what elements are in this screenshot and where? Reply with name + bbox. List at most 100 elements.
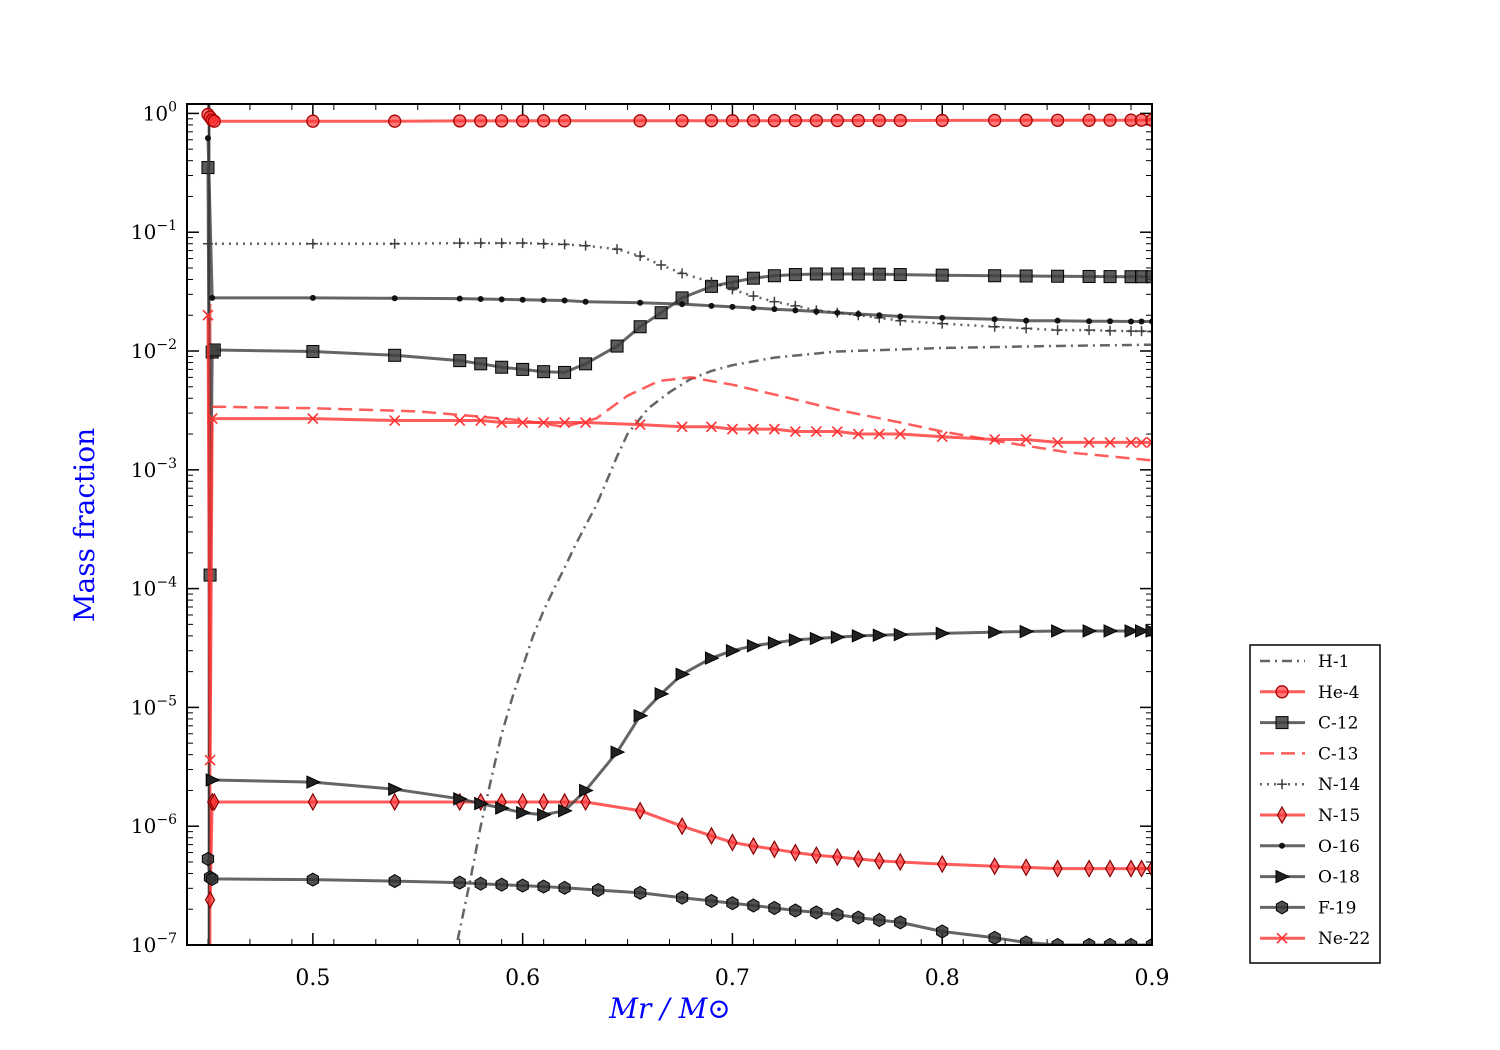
marker-o-16 [792, 307, 799, 314]
marker-n-14 [517, 238, 528, 249]
marker-ne-22-b [1020, 433, 1032, 446]
legend-item-n-14: N-14 [1260, 775, 1360, 795]
marker-ne-22-b [475, 414, 487, 427]
marker-ne-22 [810, 425, 822, 438]
legend-item-c-12: C-12 [1260, 714, 1358, 734]
marker-n-15 [811, 845, 822, 865]
x-tick-label: 0.8 [925, 966, 960, 991]
legend-label: C-12 [1318, 714, 1358, 734]
marker-he-4 [851, 113, 865, 128]
marker-ne-22-b [538, 416, 550, 429]
marker-n-14 [496, 238, 507, 249]
marker-c-12 [558, 365, 572, 379]
marker-n-14 [677, 268, 688, 279]
marker-he-4 [1050, 113, 1065, 127]
marker-ne-22-b [705, 421, 718, 433]
marker-ne-22 [873, 428, 885, 440]
marker-n-14 [727, 284, 738, 295]
marker-he-4 [536, 114, 551, 128]
marker-n-14 [580, 240, 591, 251]
marker-n-14 [1136, 326, 1147, 337]
legend-item-f-19: F-19 [1260, 898, 1356, 918]
marker-ne-22 [726, 423, 739, 435]
marker-c-12 [579, 357, 593, 371]
marker-c-12 [767, 269, 781, 283]
marker-o-18 [516, 805, 531, 820]
marker-o-16 [876, 312, 883, 319]
marker-ne-22-b [634, 419, 646, 431]
marker-n-15 [1104, 859, 1116, 878]
marker-n-15 [538, 792, 549, 812]
x-tick-label: 0.6 [505, 966, 540, 991]
marker-ne-22 [705, 421, 718, 433]
marker-he-4 [935, 113, 949, 128]
marker-f-19 [747, 898, 760, 913]
marker-ne-22 [496, 416, 508, 429]
marker-ne-22 [307, 412, 319, 425]
legend-label: F-19 [1318, 898, 1356, 918]
marker-ne-22-b [831, 425, 843, 438]
marker-ne-22-b [1135, 436, 1148, 448]
marker-o-18 [306, 775, 322, 789]
marker-n-15 [937, 854, 948, 874]
marker-o-18 [388, 782, 403, 796]
legend-label: He-4 [1318, 683, 1359, 703]
marker-ne-22 [789, 425, 801, 438]
marker-he-4 [872, 113, 886, 128]
marker-o-18 [872, 628, 888, 643]
marker-ne-22-b [496, 416, 508, 429]
marker-o-16 [209, 294, 216, 301]
marker-f-19 [894, 915, 907, 930]
plot-frame [186, 103, 1153, 946]
legend-item-o-18: O-18 [1260, 868, 1360, 888]
marker-c-12 [537, 365, 551, 379]
marker-n-14 [769, 296, 780, 307]
marker-f-19 [676, 890, 689, 905]
marker-he-4 [767, 114, 782, 128]
legend-item-ne-22: Ne-22 [1260, 929, 1370, 949]
marker-he-4 [746, 114, 761, 128]
legend-label: H-1 [1318, 652, 1349, 672]
marker-c-12 [1082, 269, 1096, 283]
marker-c-12 [306, 345, 320, 359]
marker-ne-22-b [559, 416, 571, 429]
marker-f-19 [726, 896, 739, 911]
marker-he-4 [988, 113, 1002, 128]
marker-f-19 [1082, 937, 1096, 945]
x-tick-labels: 0.5 0.6 0.7 0.8 0.9 [295, 966, 1169, 991]
marker-n-14 [559, 239, 570, 250]
marker-f-19 [474, 876, 487, 891]
marker-he-4 [633, 114, 647, 128]
legend-label: Ne-22 [1318, 929, 1370, 949]
marker-f-19 [206, 871, 219, 886]
y-tick-label: 100 [143, 99, 177, 125]
x-tick-label: 0.9 [1135, 966, 1170, 991]
marker-n-15 [209, 792, 220, 812]
marker-c-12 [610, 339, 624, 353]
marker-n-14 [1105, 325, 1116, 336]
marker-f-19 [988, 930, 1001, 945]
marker-n-14 [1126, 326, 1137, 337]
marker-o-18 [725, 643, 741, 658]
marker-ne-22 [389, 414, 401, 427]
marker-n-15 [307, 792, 319, 812]
marker-n-15 [1125, 859, 1137, 878]
marker-o-18 [1145, 624, 1152, 638]
legend: H-1 He-4 C-12 C-13 N-14 N-15 O-16 O-18 F-19 Ne-22 [1249, 644, 1381, 964]
marker-o-18 [746, 639, 762, 653]
marker-n-14 [389, 238, 400, 249]
series-layer [201, 104, 1152, 945]
marker-n-15 [1083, 859, 1095, 878]
legend-marker [1276, 805, 1288, 825]
legend-box [1249, 644, 1381, 964]
marker-ne-22-b [454, 414, 466, 427]
marker-o-16 [708, 302, 715, 309]
marker-ne-22 [634, 419, 646, 431]
marker-f-19 [634, 885, 647, 900]
marker-ne-22-b [989, 433, 1001, 446]
marker-n-15 [853, 849, 864, 869]
y-tick-label: 10−6 [131, 812, 177, 838]
marker-ne-22 [831, 425, 843, 438]
marker-he-4 [1082, 113, 1096, 127]
marker-n-14 [1052, 325, 1063, 336]
